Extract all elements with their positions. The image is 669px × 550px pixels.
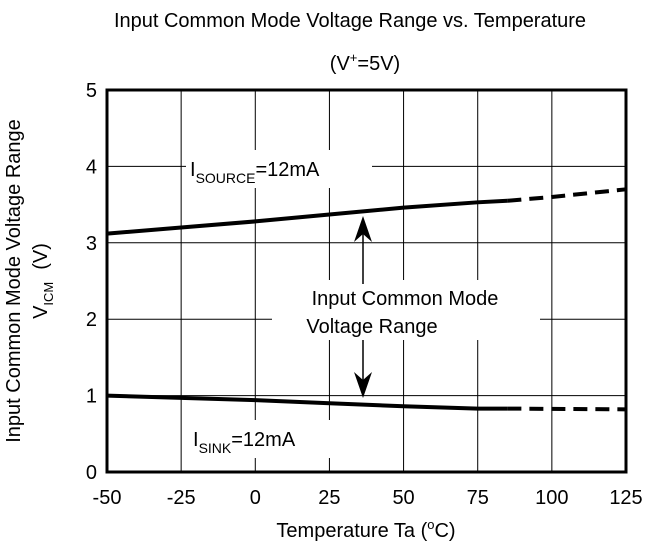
chart-subtitle: (V+=5V) bbox=[330, 50, 400, 75]
text-part: =12mA bbox=[255, 159, 320, 181]
text-part: SOURCE bbox=[196, 170, 256, 186]
y-tick-label: 3 bbox=[86, 233, 97, 255]
text-part: =12mA bbox=[231, 429, 296, 451]
y-tick-label: 0 bbox=[86, 462, 97, 484]
x-tick-label: 0 bbox=[250, 487, 261, 509]
arrow-head bbox=[354, 372, 372, 398]
text-part: SINK bbox=[199, 440, 232, 456]
label-bg bbox=[186, 150, 372, 188]
x-tick-label: 100 bbox=[535, 487, 568, 509]
x-tick-label: -50 bbox=[93, 487, 122, 509]
source-label: ISOURCE=12mA bbox=[190, 159, 320, 186]
y-tick-label: 5 bbox=[86, 80, 97, 102]
label-bg bbox=[186, 420, 336, 458]
y-axis-label: VICM(V) bbox=[30, 243, 56, 319]
x-tick-label: 25 bbox=[318, 487, 340, 509]
data-line bbox=[106, 393, 508, 411]
data-line bbox=[507, 187, 627, 203]
range-label: Input Common Mode bbox=[312, 288, 499, 310]
x-tick-label: 125 bbox=[609, 487, 642, 509]
sink-label: ISINK=12mA bbox=[193, 429, 296, 456]
y-tick-label: 2 bbox=[86, 309, 97, 331]
y-tick-label: 1 bbox=[86, 386, 97, 408]
x-tick-label: 75 bbox=[467, 487, 489, 509]
y-tick-label: 4 bbox=[86, 156, 97, 178]
plot-frame bbox=[105, 88, 628, 474]
label-bg bbox=[272, 280, 540, 340]
text-part: I bbox=[190, 159, 196, 181]
y-axis-label: Input Common Mode Voltage Range bbox=[3, 119, 25, 443]
x-tick-label: 50 bbox=[392, 487, 414, 509]
range-label: Voltage Range bbox=[306, 316, 437, 338]
arrow-head bbox=[354, 216, 372, 242]
chart-title: Input Common Mode Voltage Range vs. Temp… bbox=[114, 10, 586, 32]
data-line bbox=[106, 198, 508, 236]
text-part: I bbox=[193, 429, 199, 451]
data-line bbox=[507, 406, 627, 412]
x-tick-label: -25 bbox=[167, 487, 196, 509]
x-axis-label: Temperature Ta (oC) bbox=[276, 517, 455, 542]
